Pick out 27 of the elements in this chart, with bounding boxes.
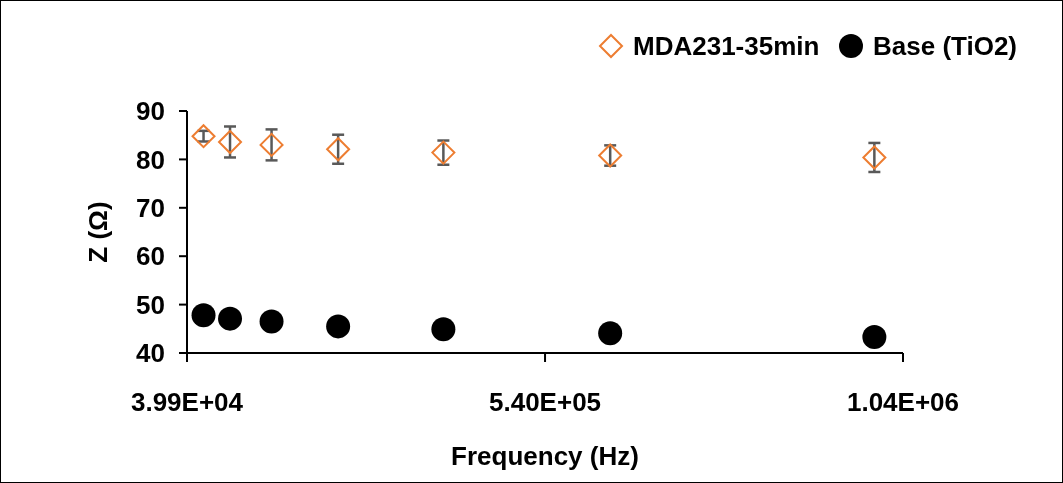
point — [191, 124, 216, 149]
y-tick-label: 90 — [136, 96, 165, 127]
y-tick-label: 80 — [136, 144, 165, 175]
point — [431, 317, 456, 342]
y-axis-title: Z (Ω) — [83, 201, 113, 263]
point — [326, 137, 351, 162]
x-tick-label: 3.99E+04 — [130, 387, 244, 417]
legend-label: MDA231-35min — [633, 31, 820, 62]
point — [598, 321, 623, 346]
point — [259, 132, 284, 157]
point — [326, 314, 351, 339]
x-tick-label: 5.40E+05 — [489, 387, 602, 417]
point — [431, 140, 456, 165]
legend-label: Base (TiO2) — [873, 31, 1018, 62]
point — [218, 306, 243, 331]
y-tick-label: 40 — [136, 338, 165, 369]
x-axis-title: Frequency (Hz) — [451, 441, 639, 471]
point — [862, 325, 887, 350]
y-tick-label: 70 — [136, 192, 165, 223]
point — [259, 309, 284, 334]
y-tick-label: 50 — [136, 289, 165, 320]
point — [598, 143, 623, 168]
point — [862, 145, 887, 170]
y-tick-label: 60 — [136, 241, 165, 272]
x-tick-label: 1.04E+06 — [846, 387, 960, 417]
point — [218, 129, 243, 154]
point — [191, 303, 216, 328]
